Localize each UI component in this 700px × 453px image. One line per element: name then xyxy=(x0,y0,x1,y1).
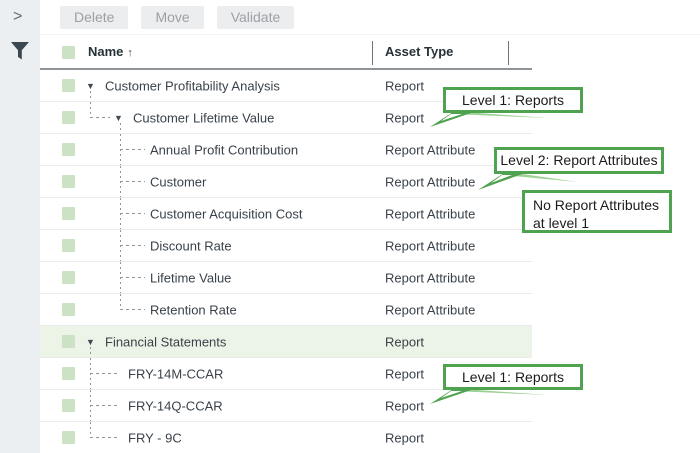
row-checkbox[interactable] xyxy=(62,271,75,284)
row-name: Customer Lifetime Value xyxy=(133,110,275,125)
callout-no-report-attributes: No Report Attributes at level 1 xyxy=(522,190,672,233)
row-checkbox[interactable] xyxy=(62,111,75,124)
table-row[interactable]: FRY-14Q-CCAR Report xyxy=(40,390,532,422)
table-row[interactable]: Retention Rate Report Attribute xyxy=(40,294,532,326)
row-checkbox[interactable] xyxy=(62,79,75,92)
delete-button[interactable]: Delete xyxy=(60,5,129,29)
row-asset-type: Report Attribute xyxy=(385,142,476,157)
row-asset-type: Report xyxy=(385,430,425,445)
column-header-name[interactable]: Name ↑ xyxy=(88,44,133,59)
row-checkbox[interactable] xyxy=(62,207,75,220)
callout-level2-report-attributes: Level 2: Report Attributes xyxy=(494,147,664,174)
row-asset-type: Report Attribute xyxy=(385,270,476,285)
tree-connector-dash xyxy=(90,405,118,406)
row-name: Lifetime Value xyxy=(150,270,232,285)
row-checkbox[interactable] xyxy=(62,367,75,380)
tree-connector-dash xyxy=(120,149,145,150)
tree-connector-dash xyxy=(120,245,145,246)
tree-connector-dash xyxy=(90,437,118,438)
row-checkbox[interactable] xyxy=(62,335,75,348)
callout-level1-reports-bottom: Level 1: Reports xyxy=(443,364,583,390)
collapse-triangle-icon[interactable]: ▼ xyxy=(86,336,95,347)
tree-connector-dash xyxy=(120,309,145,310)
row-name: FRY-14M-CCAR xyxy=(128,366,224,381)
table-body: ▼ Customer Profitability Analysis Report ▼ C… xyxy=(40,70,532,453)
row-asset-type: Report Attribute xyxy=(385,302,476,317)
row-name: Financial Statements xyxy=(105,334,227,349)
row-asset-type: Report xyxy=(385,398,425,413)
row-name: FRY-14Q-CCAR xyxy=(128,398,223,413)
tree-connector-line xyxy=(90,347,91,357)
row-asset-type: Report Attribute xyxy=(385,174,476,189)
table-row[interactable]: Lifetime Value Report Attribute xyxy=(40,262,532,294)
tree-connector-dash xyxy=(120,181,145,182)
row-name: Annual Profit Contribution xyxy=(150,142,299,157)
column-divider xyxy=(372,41,373,65)
row-asset-type: Report xyxy=(385,78,425,93)
table-row[interactable]: ▼ Customer Profitability Analysis Report xyxy=(40,70,532,102)
row-name: Customer Acquisition Cost xyxy=(150,206,303,221)
table-row[interactable]: Discount Rate Report Attribute xyxy=(40,230,532,262)
row-asset-type: Report xyxy=(385,110,425,125)
sort-ascending-icon: ↑ xyxy=(127,47,133,59)
row-name: Customer xyxy=(150,174,207,189)
row-name: FRY - 9C xyxy=(128,430,182,445)
tree-connector-line xyxy=(90,91,91,101)
row-checkbox[interactable] xyxy=(62,303,75,316)
move-button[interactable]: Move xyxy=(141,5,204,29)
callout-level1-reports-top: Level 1: Reports xyxy=(443,87,583,113)
select-all-checkbox[interactable] xyxy=(62,46,75,59)
tree-connector-dash xyxy=(90,373,118,374)
row-checkbox[interactable] xyxy=(62,399,75,412)
table-row[interactable]: ▼ Financial Statements Report xyxy=(40,326,532,358)
table-row[interactable]: Customer Report Attribute xyxy=(40,166,532,198)
tree-connector-dash xyxy=(120,213,145,214)
row-name: Discount Rate xyxy=(150,238,232,253)
collapse-triangle-icon[interactable]: ▼ xyxy=(114,112,123,123)
tree-connector-line xyxy=(120,123,121,133)
row-asset-type: Report Attribute xyxy=(385,238,476,253)
row-name: Customer Profitability Analysis xyxy=(105,78,280,93)
row-checkbox[interactable] xyxy=(62,239,75,252)
row-asset-type: Report xyxy=(385,334,425,349)
column-header-asset-type[interactable]: Asset Type xyxy=(385,44,454,59)
tree-connector-line xyxy=(120,294,121,310)
tree-connector-dash xyxy=(120,277,145,278)
table-row[interactable]: FRY - 9C Report xyxy=(40,422,532,453)
column-name-label: Name xyxy=(88,44,124,59)
tree-connector-line xyxy=(90,102,91,118)
validate-button[interactable]: Validate xyxy=(216,5,295,29)
toolbar: Delete Move Validate xyxy=(40,0,700,35)
chevron-right-icon[interactable]: > xyxy=(13,8,23,25)
table-row[interactable]: Annual Profit Contribution Report Attribu… xyxy=(40,134,532,166)
table-header: Name ↑ Asset Type xyxy=(40,36,532,70)
column-divider xyxy=(508,41,509,65)
tree-connector-dash xyxy=(90,117,110,118)
row-name: Retention Rate xyxy=(150,302,237,317)
collapse-triangle-icon[interactable]: ▼ xyxy=(86,80,95,91)
left-sidebar: > xyxy=(0,0,40,453)
filter-funnel-icon[interactable] xyxy=(8,38,32,69)
row-checkbox[interactable] xyxy=(62,143,75,156)
row-asset-type: Report xyxy=(385,366,425,381)
tree-connector-line xyxy=(90,422,91,438)
row-checkbox[interactable] xyxy=(62,431,75,444)
table-row[interactable]: Customer Acquisition Cost Report Attribut… xyxy=(40,198,532,230)
row-asset-type: Report Attribute xyxy=(385,206,476,221)
row-checkbox[interactable] xyxy=(62,175,75,188)
